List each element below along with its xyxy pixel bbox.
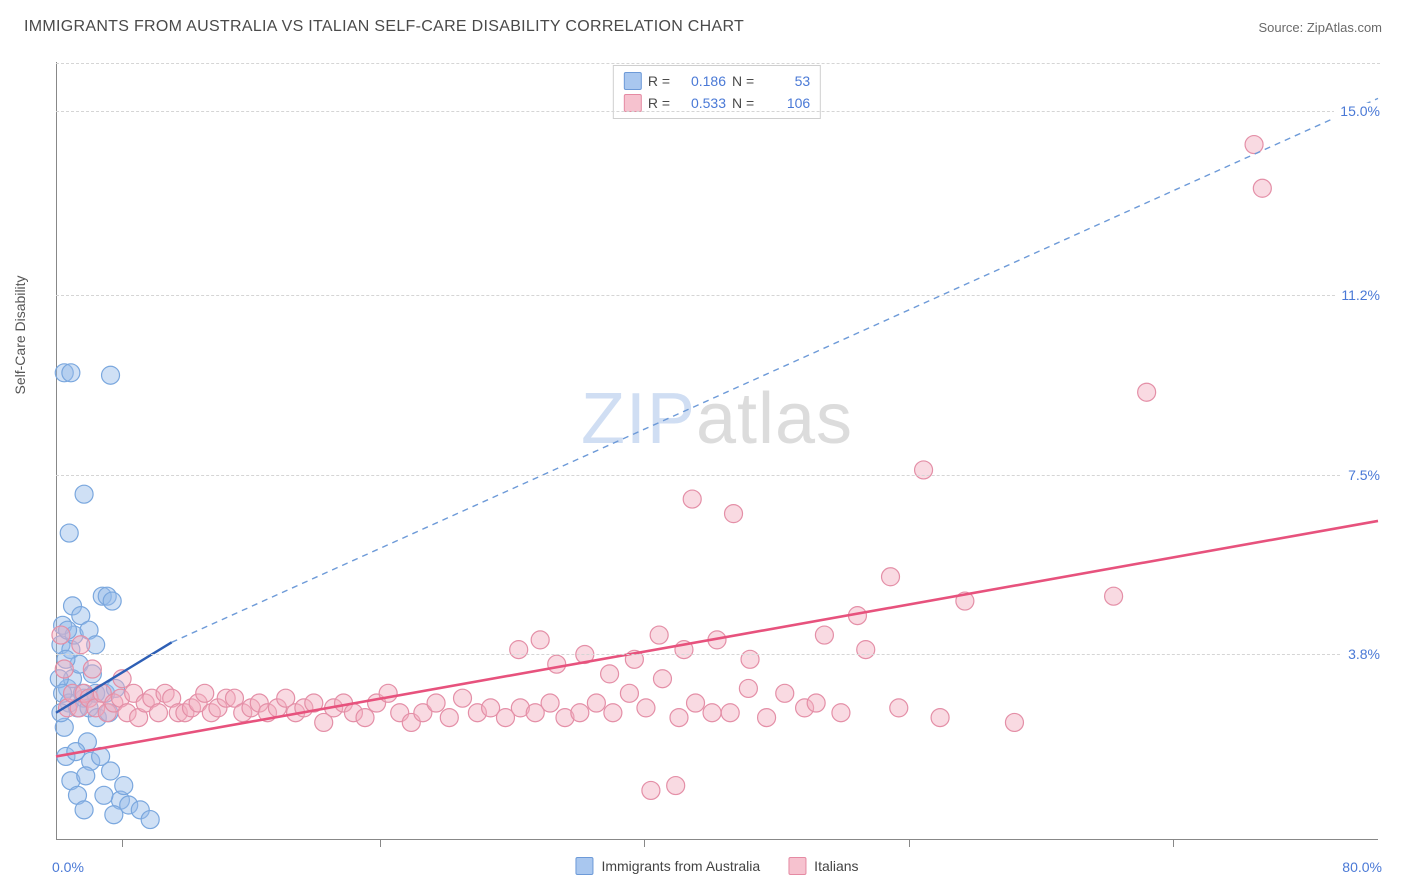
data-point-italians bbox=[637, 699, 655, 717]
data-point-italians bbox=[620, 684, 638, 702]
data-point-italians bbox=[725, 505, 743, 523]
data-point-italians bbox=[196, 684, 214, 702]
data-point-italians bbox=[683, 490, 701, 508]
data-point-australia bbox=[115, 777, 133, 795]
x-tick bbox=[1173, 839, 1174, 847]
legend-swatch-italians bbox=[624, 94, 642, 112]
data-point-italians bbox=[687, 694, 705, 712]
gridline bbox=[56, 295, 1380, 296]
data-point-italians bbox=[642, 781, 660, 799]
source-label: Source: ZipAtlas.com bbox=[1258, 20, 1382, 35]
plot-area: ZIPatlas R = 0.186 N = 53 R = 0.533 N = … bbox=[56, 62, 1378, 840]
data-point-italians bbox=[1245, 136, 1263, 154]
gridline bbox=[56, 63, 1380, 64]
series-legend: Immigrants from Australia Italians bbox=[575, 857, 858, 875]
trend-line bbox=[56, 521, 1378, 757]
data-point-italians bbox=[510, 641, 528, 659]
data-point-italians bbox=[72, 636, 90, 654]
data-point-italians bbox=[427, 694, 445, 712]
data-point-italians bbox=[650, 626, 668, 644]
data-point-australia bbox=[62, 364, 80, 382]
data-point-italians bbox=[531, 631, 549, 649]
data-point-italians bbox=[832, 704, 850, 722]
data-point-australia bbox=[95, 786, 113, 804]
trend-line bbox=[172, 98, 1378, 642]
data-point-australia bbox=[105, 806, 123, 824]
data-point-italians bbox=[601, 665, 619, 683]
data-point-italians bbox=[149, 704, 167, 722]
data-point-italians bbox=[915, 461, 933, 479]
chart-title: IMMIGRANTS FROM AUSTRALIA VS ITALIAN SEL… bbox=[24, 18, 744, 36]
data-point-italians bbox=[1005, 713, 1023, 731]
data-point-italians bbox=[52, 626, 70, 644]
gridline bbox=[56, 654, 1380, 655]
x-tick bbox=[122, 839, 123, 847]
n-label: N = bbox=[732, 70, 754, 92]
data-point-australia bbox=[103, 592, 121, 610]
data-point-italians bbox=[454, 689, 472, 707]
data-point-australia bbox=[75, 801, 93, 819]
x-tick bbox=[909, 839, 910, 847]
data-point-italians bbox=[667, 777, 685, 795]
series-label-australia: Immigrants from Australia bbox=[601, 858, 760, 874]
data-point-italians bbox=[857, 641, 875, 659]
data-point-italians bbox=[83, 660, 101, 678]
data-point-italians bbox=[356, 709, 374, 727]
data-point-italians bbox=[653, 670, 671, 688]
data-point-italians bbox=[815, 626, 833, 644]
n-value-australia: 53 bbox=[760, 70, 810, 92]
series-legend-italians: Italians bbox=[788, 857, 858, 875]
chart-header: IMMIGRANTS FROM AUSTRALIA VS ITALIAN SEL… bbox=[24, 18, 1382, 36]
data-point-italians bbox=[931, 709, 949, 727]
data-point-italians bbox=[721, 704, 739, 722]
y-tick-label: 7.5% bbox=[1342, 467, 1380, 483]
series-swatch-italians bbox=[788, 857, 806, 875]
data-point-italians bbox=[541, 694, 559, 712]
data-point-italians bbox=[739, 679, 757, 697]
x-axis-max-label: 80.0% bbox=[1342, 859, 1382, 875]
data-point-australia bbox=[102, 366, 120, 384]
data-point-italians bbox=[670, 709, 688, 727]
y-tick-label: 15.0% bbox=[1334, 103, 1380, 119]
data-point-australia bbox=[102, 762, 120, 780]
data-point-italians bbox=[1105, 587, 1123, 605]
series-legend-australia: Immigrants from Australia bbox=[575, 857, 760, 875]
series-label-italians: Italians bbox=[814, 858, 858, 874]
data-point-italians bbox=[548, 655, 566, 673]
data-point-italians bbox=[604, 704, 622, 722]
legend-row-australia: R = 0.186 N = 53 bbox=[624, 70, 810, 92]
data-point-italians bbox=[55, 660, 73, 678]
r-value-australia: 0.186 bbox=[676, 70, 726, 92]
y-tick-label: 3.8% bbox=[1342, 646, 1380, 662]
data-point-italians bbox=[882, 568, 900, 586]
data-point-italians bbox=[571, 704, 589, 722]
gridline bbox=[56, 475, 1380, 476]
data-point-italians bbox=[1138, 383, 1156, 401]
gridline bbox=[56, 111, 1380, 112]
data-point-italians bbox=[1253, 179, 1271, 197]
data-point-italians bbox=[890, 699, 908, 717]
r-label: R = bbox=[648, 70, 670, 92]
data-point-italians bbox=[587, 694, 605, 712]
data-point-australia bbox=[75, 485, 93, 503]
data-point-italians bbox=[758, 709, 776, 727]
data-point-italians bbox=[440, 709, 458, 727]
data-point-italians bbox=[741, 650, 759, 668]
data-point-australia bbox=[77, 767, 95, 785]
data-point-italians bbox=[776, 684, 794, 702]
data-point-australia bbox=[141, 811, 159, 829]
x-tick bbox=[380, 839, 381, 847]
series-swatch-australia bbox=[575, 857, 593, 875]
x-axis-min-label: 0.0% bbox=[52, 859, 84, 875]
y-axis-label: Self-Care Disability bbox=[12, 275, 28, 394]
data-point-australia bbox=[60, 524, 78, 542]
data-point-italians bbox=[807, 694, 825, 712]
legend-swatch-australia bbox=[624, 72, 642, 90]
x-tick bbox=[644, 839, 645, 847]
data-point-italians bbox=[703, 704, 721, 722]
y-tick-label: 11.2% bbox=[1335, 287, 1380, 303]
chart-svg bbox=[56, 62, 1378, 839]
